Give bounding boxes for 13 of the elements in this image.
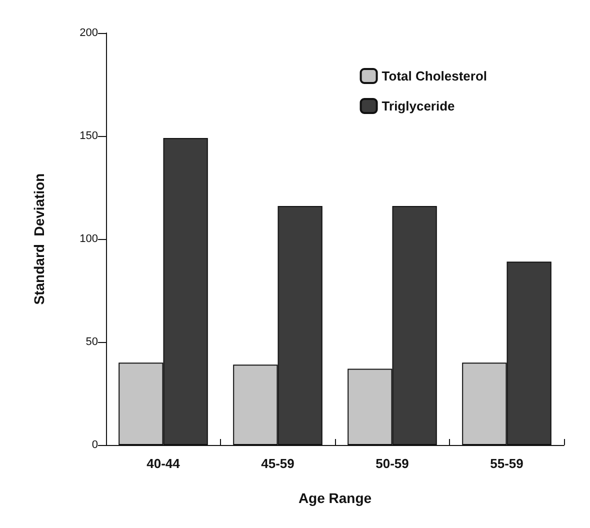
x-tick-label: 55-59: [490, 456, 524, 471]
y-tick-label: 100: [80, 233, 98, 245]
y-tick-label: 150: [80, 130, 98, 142]
y-tick-label: 200: [80, 27, 98, 39]
y-axis-title: Standard Deviation: [31, 173, 47, 305]
legend-label: Total Cholesterol: [382, 68, 488, 84]
legend-label: Triglyceride: [382, 98, 455, 114]
x-tick-label: 40-44: [146, 456, 181, 471]
x-tick-label: 50-59: [376, 456, 409, 471]
x-axis-title: Age Range: [298, 490, 372, 506]
y-tick-label: 50: [86, 336, 98, 348]
y-tick-label: 0: [92, 439, 98, 451]
x-tick-label: 45-59: [261, 456, 294, 471]
